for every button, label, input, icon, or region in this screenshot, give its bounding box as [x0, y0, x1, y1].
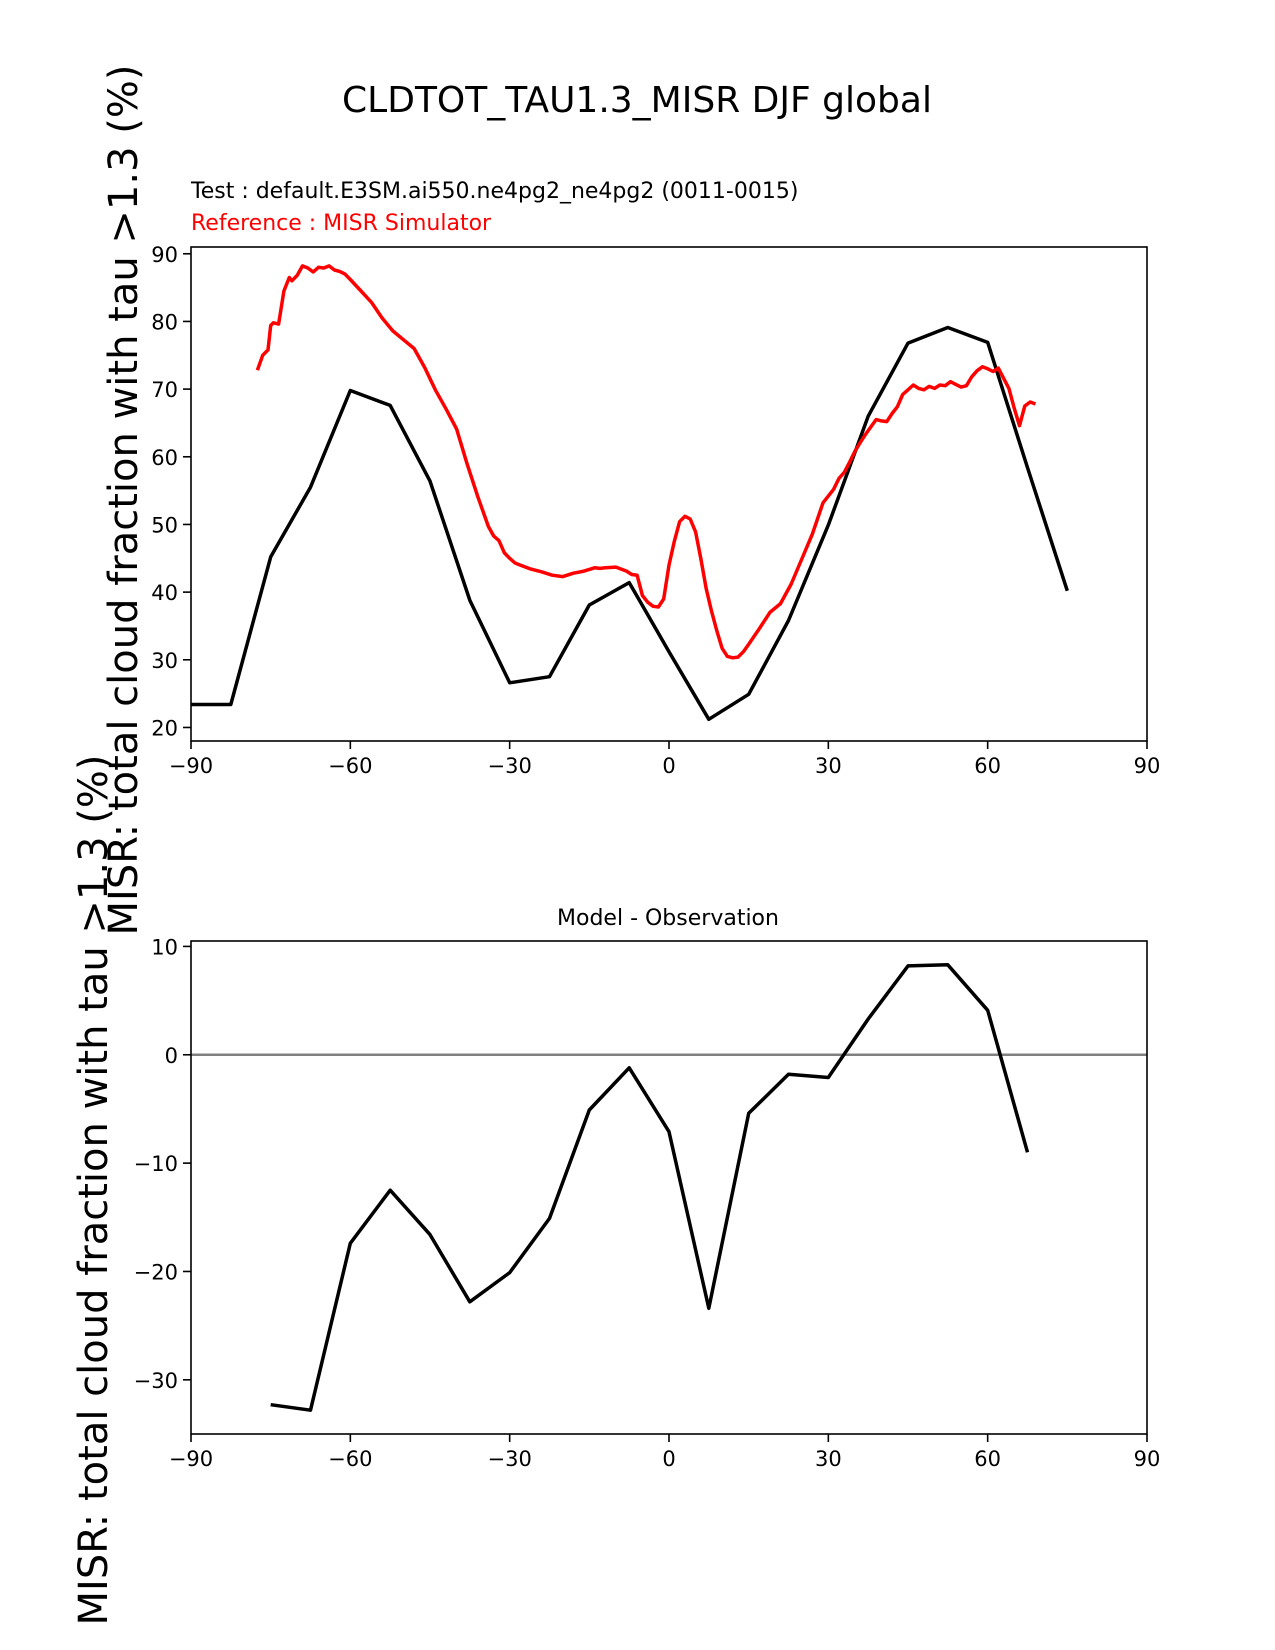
top-x-tick-label: 0 [662, 754, 675, 778]
top-y-tick-label: 70 [151, 378, 178, 402]
bottom-panel: Model - Observation −90 −60 −30 0 30 60 90−30−… [134, 906, 1161, 1471]
top-series-line-0 [191, 325, 1069, 722]
bottom-y-tick-label: 0 [165, 1044, 178, 1068]
top-panel: Test : default.E3SM.ai550.ne4pg2_ne4pg2 … [151, 179, 1160, 778]
bottom-y-tick-label: −30 [134, 1369, 178, 1393]
bottom-plot-area: −90 −60 −30 0 30 60 90 −30 −20 −10 0 10 [134, 935, 1161, 1471]
top-y-axis-label: MISR: total cloud fraction with tau >1.3… [101, 65, 147, 936]
top-x-tick-label: −90 [169, 754, 213, 778]
top-y-tick-label: 50 [151, 513, 178, 537]
top-x-tick-label: 90 [1134, 754, 1161, 778]
bottom-y-tick-label: 10 [151, 935, 178, 959]
top-plot-area: −90 −60 −30 0 30 60 90 20 30 40 50 60 70 80 90 [151, 243, 1160, 778]
bottom-axes-frame [190, 940, 1148, 1435]
bottom-y-tick-label: −10 [134, 1152, 178, 1176]
diff-title: Model - Observation [557, 906, 779, 931]
reference-label: Reference : MISR Simulator [191, 211, 492, 236]
figure-title: CLDTOT_TAU1.3_MISR DJF global [342, 80, 932, 121]
top-y-tick-label: 80 [151, 310, 178, 334]
top-y-tick-label: 20 [151, 716, 178, 740]
top-y-tick-label: 90 [151, 243, 178, 267]
top-x-tick-label: −30 [488, 754, 532, 778]
bottom-series-line-0 [270, 963, 1030, 1412]
bottom-x-tick-label: −90 [169, 1447, 213, 1471]
top-series-line-1 [255, 264, 1037, 660]
bottom-x-tick-label: −60 [328, 1447, 372, 1471]
bottom-x-tick-label: −30 [488, 1447, 532, 1471]
bottom-y-axis-label: MISR: total cloud fraction with tau >1.3… [71, 755, 117, 1626]
bottom-y-tick-label: −20 [134, 1260, 178, 1284]
top-x-tick-label: 60 [974, 754, 1001, 778]
top-y-tick-label: 30 [151, 649, 178, 673]
top-x-tick-label: −60 [328, 754, 372, 778]
bottom-x-tick-label: 30 [815, 1447, 842, 1471]
test-label: Test : default.E3SM.ai550.ne4pg2_ne4pg2 … [190, 179, 798, 204]
bottom-x-tick-label: 0 [662, 1447, 675, 1471]
top-x-tick-label: 30 [815, 754, 842, 778]
bottom-x-tick-label: 60 [974, 1447, 1001, 1471]
top-y-tick-label: 60 [151, 446, 178, 470]
bottom-x-tick-label: 90 [1134, 1447, 1161, 1471]
top-y-tick-label: 40 [151, 581, 178, 605]
top-axes-frame [190, 246, 1148, 742]
